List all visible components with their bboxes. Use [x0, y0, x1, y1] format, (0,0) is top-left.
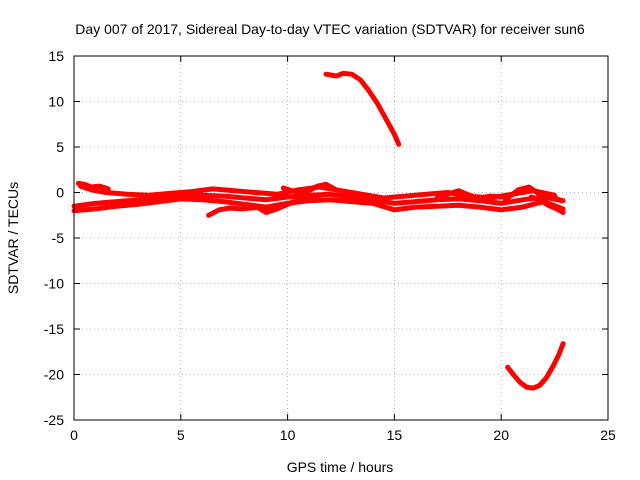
y-tick-label: 15 [48, 48, 64, 64]
series-segment-2 [253, 195, 323, 215]
x-tick-label: 25 [600, 427, 616, 443]
x-axis-label: GPS time / hours [287, 459, 394, 475]
x-tick-label: 15 [387, 427, 403, 443]
series-segment-7 [75, 180, 111, 192]
y-tick-label: -10 [44, 276, 64, 292]
series-segment-3 [280, 181, 338, 196]
series-segment-6 [528, 194, 566, 215]
series-segment-5 [503, 184, 564, 204]
series-arc-high-descending [323, 70, 402, 147]
x-tick-label: 10 [280, 427, 296, 443]
x-tick-label: 5 [177, 427, 185, 443]
y-tick-label: 0 [56, 185, 64, 201]
grid [74, 56, 608, 420]
series-segment-4 [434, 188, 515, 201]
x-tick-label: 20 [493, 427, 509, 443]
y-tick-label: -20 [44, 367, 64, 383]
chart-title: Day 007 of 2017, Sidereal Day-to-day VTE… [75, 21, 585, 37]
y-tick-label: 5 [56, 139, 64, 155]
y-tick-label: -5 [52, 230, 65, 246]
y-axis-label: SDTVAR / TECUs [5, 182, 21, 294]
series-layer [71, 70, 566, 391]
x-tick-label: 0 [70, 427, 78, 443]
series-arc-low-bowl [505, 341, 566, 391]
series-band-a [71, 191, 566, 209]
axes: 0 5 10 15 20 25 -25 -20 -15 -10 -5 0 5 10 15 [44, 48, 616, 443]
y-tick-label: -15 [44, 321, 64, 337]
y-tick-label: -25 [44, 412, 64, 428]
y-tick-label: 10 [48, 94, 64, 110]
